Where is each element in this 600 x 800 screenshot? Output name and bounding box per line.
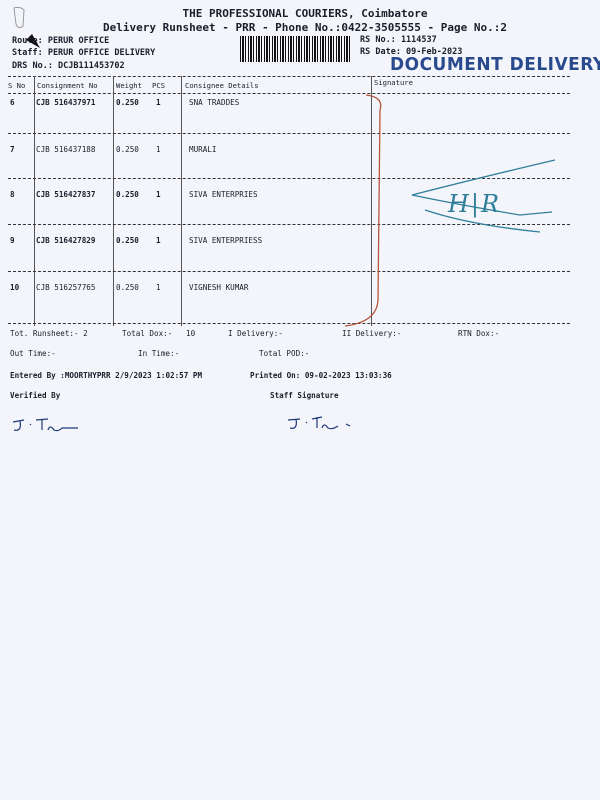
row-divider — [8, 133, 570, 134]
ii-delivery: II Delivery:- — [342, 329, 402, 338]
col-sno: S No — [8, 81, 26, 90]
staff-signature — [287, 416, 351, 430]
row-weight: 0.250 — [116, 236, 139, 245]
row-consignee: VIGNESH KUMAR — [189, 283, 249, 292]
row-sno: 8 — [10, 190, 15, 199]
row-consignee: SIVA ENTERPRIES — [189, 190, 258, 199]
row-weight: 0.250 — [116, 190, 139, 199]
row-sno: 9 — [10, 236, 15, 245]
hr-annotation: H|R — [448, 190, 502, 218]
row-consignee: SIVA ENTERPRIESS — [189, 236, 263, 245]
row-weight: 0.250 — [116, 145, 139, 154]
verified-by-signature — [12, 418, 78, 432]
divider — [8, 76, 570, 77]
column-line — [181, 76, 182, 326]
in-time: In Time:- — [138, 349, 180, 358]
col-consignee: Consignee Details — [185, 81, 259, 90]
row-pcs: 1 — [156, 236, 161, 245]
total-dox: Total Dox:- 10 — [122, 329, 196, 338]
row-weight: 0.250 — [116, 98, 139, 107]
staff-signature-label: Staff Signature — [270, 391, 339, 400]
printed-on: Printed On: 09-02-2023 13:03:36 — [250, 371, 392, 380]
column-line — [371, 76, 372, 326]
rs-date: RS Date: 09-Feb-2023 — [360, 47, 463, 57]
column-line — [113, 76, 114, 326]
row-consignment-no: CJB 516427829 — [36, 236, 96, 245]
route-label: Route: PERUR OFFICE — [12, 36, 110, 46]
row-sno: 7 — [10, 145, 15, 154]
row-divider — [8, 271, 570, 272]
hr-annotation-arrow — [411, 159, 556, 233]
i-delivery: I Delivery:- — [228, 329, 283, 338]
company-title: THE PROFESSIONAL COURIERS, Coimbatore — [182, 7, 428, 20]
total-pod: Total POD:- — [259, 349, 310, 358]
signature-bracket — [344, 94, 382, 327]
row-consignee: MURALI — [189, 145, 217, 154]
row-consignment-no: CJB 516437971 — [36, 98, 96, 107]
staff-label: Staff: PERUR OFFICE DELIVERY — [12, 48, 156, 58]
divider — [8, 93, 570, 94]
verified-by-label: Verified By — [10, 391, 61, 400]
row-consignment-no: CJB 516427837 — [36, 190, 96, 199]
entered-by: Entered By :MOORTHYPRR 2/9/2023 1:02:57 … — [10, 371, 203, 380]
row-consignment-no: CJB 516437188 — [36, 145, 96, 154]
row-sno: 6 — [10, 98, 15, 107]
out-time: Out Time:- — [10, 349, 56, 358]
total-runsheet: Tot. Runsheet:- 2 — [10, 329, 88, 338]
divider — [8, 323, 570, 324]
row-divider — [8, 224, 570, 225]
column-line — [34, 76, 35, 326]
row-pcs: 1 — [156, 145, 161, 154]
col-pcs: PCS — [152, 81, 165, 90]
row-pcs: 1 — [156, 190, 161, 199]
col-weight: Weight — [116, 81, 142, 90]
clip-mark-icon — [13, 6, 40, 48]
row-sno: 10 — [10, 283, 20, 292]
col-signature: Signature — [374, 78, 413, 87]
row-divider — [8, 178, 570, 179]
row-pcs: 1 — [156, 283, 161, 292]
barcode — [240, 36, 352, 62]
runsheet-subtitle: Delivery Runsheet - PRR - Phone No.:0422… — [103, 21, 507, 34]
drs-number: DRS No.: DCJB111453702 — [12, 61, 125, 71]
rtn-dox: RTN Dox:- — [458, 329, 500, 338]
document-delivery-stamp: DOCUMENT DELIVERY — [390, 54, 600, 76]
row-pcs: 1 — [156, 98, 161, 107]
col-consignment: Consignment No — [37, 81, 98, 90]
row-consignee: SNA TRADDES — [189, 98, 240, 107]
row-consignment-no: CJB 516257765 — [36, 283, 96, 292]
rs-number: RS No.: 1114537 — [360, 35, 437, 45]
row-weight: 0.250 — [116, 283, 139, 292]
